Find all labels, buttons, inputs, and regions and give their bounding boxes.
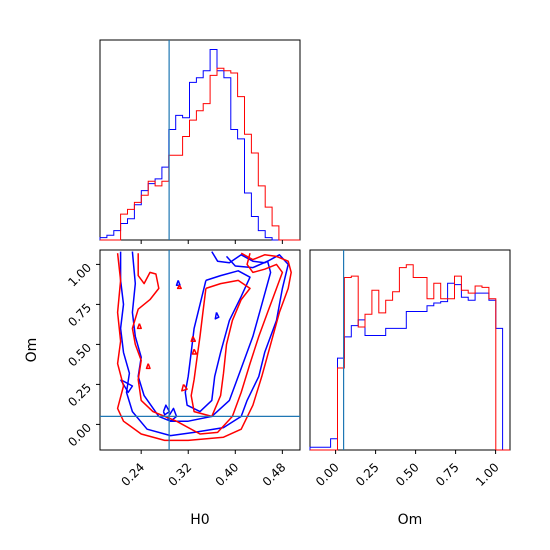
om-histogram-bars — [309, 250, 510, 451]
contour-x-tick-label-1: 0.24 — [119, 460, 148, 489]
om-histogram-x-tick-label-5: 1.00 — [473, 460, 502, 489]
h0-histogram-x-ticks — [140, 240, 283, 244]
h0-histogram-series-1 — [99, 49, 300, 241]
contour-series-1-level-7 — [214, 312, 220, 320]
contour-x-tick-label-3: 0.40 — [213, 460, 242, 489]
contour-x-tick-label-2: 0.32 — [166, 460, 195, 489]
contour-tick-marks — [96, 263, 283, 454]
y-axis-label-om: Om — [24, 338, 40, 363]
contour-x-tick-labels: 0.24 0.32 0.40 0.48 — [119, 460, 289, 489]
x-axis-label-om: Om — [398, 512, 423, 528]
om-histogram-series-1 — [309, 282, 510, 451]
om-histogram-x-tick-labels: 0.00 0.25 0.50 0.75 1.00 — [313, 460, 502, 489]
om-histogram-frame — [309, 249, 511, 451]
contour-series-2-level-3 — [190, 279, 251, 418]
h0-histogram-bars — [99, 40, 300, 241]
contour-series-2-level-1 — [116, 252, 292, 442]
contour-y-tick-label-1: 0.00 — [65, 421, 94, 450]
contour-series-2-level-6 — [191, 348, 198, 355]
contour-series-2-level-9 — [176, 284, 182, 290]
h0-om-contour-panel: 0.24 0.32 0.40 0.48 0.00 0.25 0.50 0.75 1.00 H0… — [24, 249, 301, 528]
contour-series-1-level-6 — [119, 378, 134, 394]
contour-series-1-level-2 — [131, 251, 272, 422]
contour-y-tick-label-5: 1.00 — [65, 261, 94, 290]
contour-y-tick-labels: 0.00 0.25 0.50 0.75 1.00 — [65, 261, 94, 450]
om-histogram-series-2 — [310, 264, 510, 451]
contour-y-tick-label-4: 0.75 — [65, 301, 94, 330]
contour-y-tick-label-2: 0.25 — [65, 381, 94, 410]
contour-series-1-level-5 — [162, 404, 171, 416]
om-histogram-x-tick-label-3: 0.50 — [393, 460, 422, 489]
om-histogram-x-tick-label-2: 0.25 — [353, 460, 382, 489]
contour-series-2-level-8 — [181, 383, 188, 392]
h0-histogram-panel — [99, 39, 301, 244]
contour-series-2-level-5 — [145, 363, 151, 370]
contour-y-tick-label-3: 0.50 — [65, 341, 94, 370]
h0-histogram-series-2 — [100, 67, 300, 241]
contour-series-2-level-2 — [131, 253, 284, 435]
om-histogram-x-ticks — [335, 450, 497, 454]
contour-series-2-level-4 — [136, 323, 142, 330]
contour-series-2-level-7 — [190, 336, 197, 342]
x-axis-label-h0: H0 — [190, 512, 209, 528]
contour-series-1-level-1 — [119, 251, 289, 437]
contour-lines — [100, 250, 300, 450]
contour-frame — [99, 249, 301, 451]
om-histogram-panel: 0.00 0.25 0.50 0.75 1.00 Om — [309, 249, 511, 528]
contour-series-1-level-8 — [175, 280, 181, 286]
contour-x-tick-label-4: 0.48 — [260, 460, 289, 489]
h0-histogram-frame — [99, 39, 301, 241]
om-histogram-x-tick-label-1: 0.00 — [313, 460, 342, 489]
om-histogram-x-tick-label-4: 0.75 — [433, 460, 462, 489]
contour-series-1-level-3 — [184, 270, 251, 413]
